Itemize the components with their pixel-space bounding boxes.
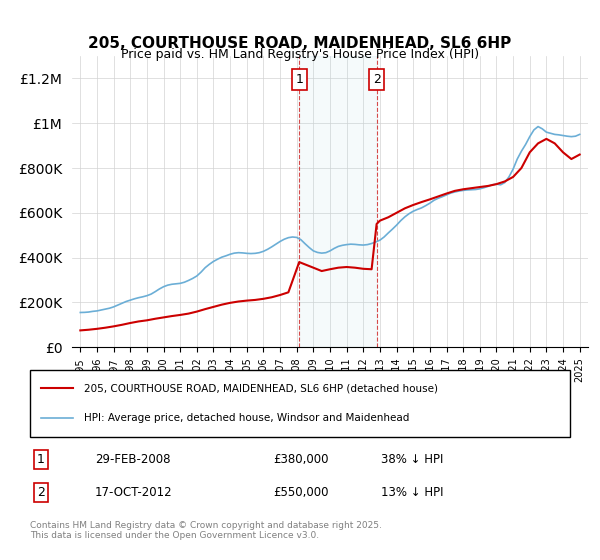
Text: HPI: Average price, detached house, Windsor and Maidenhead: HPI: Average price, detached house, Wind…	[84, 413, 409, 423]
Text: 205, COURTHOUSE ROAD, MAIDENHEAD, SL6 6HP (detached house): 205, COURTHOUSE ROAD, MAIDENHEAD, SL6 6H…	[84, 384, 438, 394]
Text: Price paid vs. HM Land Registry's House Price Index (HPI): Price paid vs. HM Land Registry's House …	[121, 48, 479, 60]
Text: 1: 1	[295, 73, 303, 86]
Text: 29-FEB-2008: 29-FEB-2008	[95, 452, 170, 466]
Text: 13% ↓ HPI: 13% ↓ HPI	[381, 486, 443, 500]
Text: 17-OCT-2012: 17-OCT-2012	[95, 486, 172, 500]
Bar	[299, 56, 377, 347]
Text: 38% ↓ HPI: 38% ↓ HPI	[381, 452, 443, 466]
Text: 2: 2	[37, 486, 45, 500]
Text: £550,000: £550,000	[273, 486, 329, 500]
FancyBboxPatch shape	[30, 370, 570, 437]
Text: 205, COURTHOUSE ROAD, MAIDENHEAD, SL6 6HP: 205, COURTHOUSE ROAD, MAIDENHEAD, SL6 6H…	[88, 36, 512, 52]
Text: £380,000: £380,000	[273, 452, 329, 466]
Text: 1: 1	[37, 452, 45, 466]
Text: Contains HM Land Registry data © Crown copyright and database right 2025.
This d: Contains HM Land Registry data © Crown c…	[30, 521, 382, 540]
Text: 2: 2	[373, 73, 380, 86]
